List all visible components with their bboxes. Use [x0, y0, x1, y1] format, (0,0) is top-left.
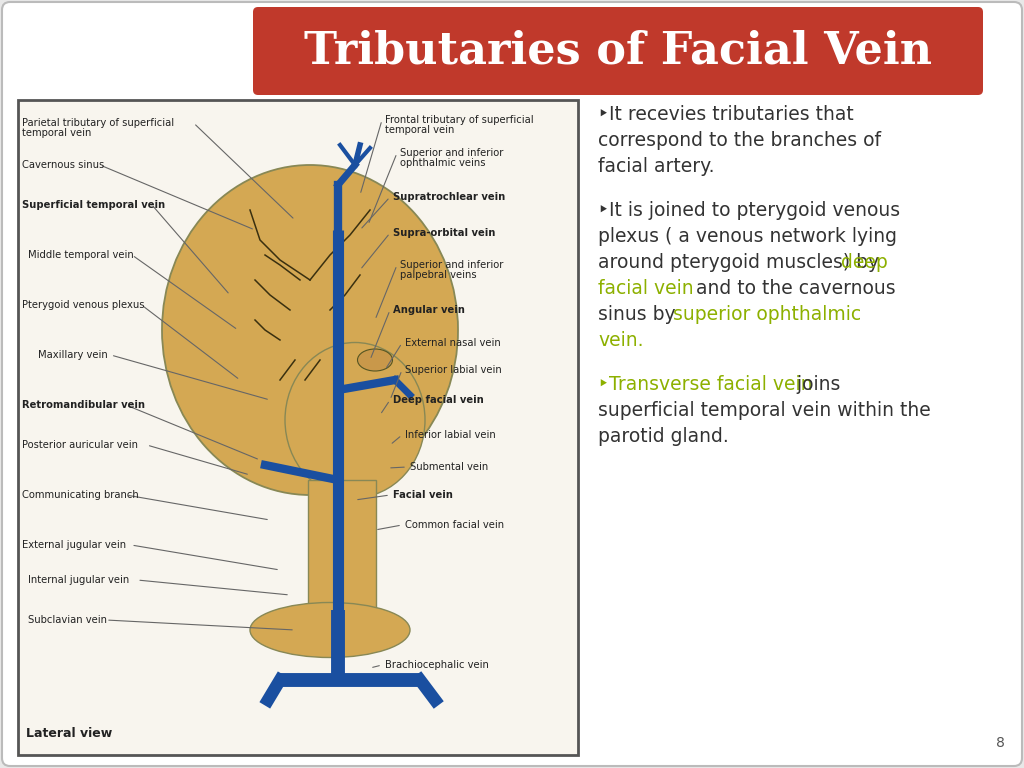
Text: Submental vein: Submental vein: [410, 462, 488, 472]
Text: Cavernous sinus: Cavernous sinus: [22, 160, 104, 170]
Text: Pterygoid venous plexus: Pterygoid venous plexus: [22, 300, 144, 310]
Text: joins: joins: [791, 375, 840, 394]
Text: Deep facial vein: Deep facial vein: [393, 395, 483, 405]
Text: Inferior labial vein: Inferior labial vein: [406, 430, 496, 440]
Text: Maxillary vein: Maxillary vein: [38, 350, 108, 360]
Text: ‣It recevies tributaries that: ‣It recevies tributaries that: [598, 105, 854, 124]
Text: Facial vein: Facial vein: [393, 490, 453, 500]
Text: Middle temporal vein: Middle temporal vein: [28, 250, 134, 260]
Text: External jugular vein: External jugular vein: [22, 540, 126, 550]
Text: ‣Transverse facial vein: ‣Transverse facial vein: [598, 375, 812, 394]
Text: Supratrochlear vein: Supratrochlear vein: [393, 192, 505, 202]
Text: palpebral veins: palpebral veins: [400, 270, 476, 280]
Text: facial vein: facial vein: [598, 279, 693, 298]
Text: Subclavian vein: Subclavian vein: [28, 615, 106, 625]
Text: Communicating branch: Communicating branch: [22, 490, 138, 500]
Text: Common facial vein: Common facial vein: [406, 520, 504, 530]
Text: sinus by: sinus by: [598, 305, 682, 324]
Text: superficial temporal vein within the: superficial temporal vein within the: [598, 401, 931, 420]
Text: and to the cavernous: and to the cavernous: [690, 279, 896, 298]
Text: Superior and inferior: Superior and inferior: [400, 148, 504, 158]
Text: Lateral view: Lateral view: [26, 727, 113, 740]
Text: ‣It is joined to pterygoid venous: ‣It is joined to pterygoid venous: [598, 201, 900, 220]
Text: temporal vein: temporal vein: [22, 128, 91, 138]
FancyBboxPatch shape: [308, 480, 376, 610]
Text: Tributaries of Facial Vein: Tributaries of Facial Vein: [304, 29, 932, 72]
FancyBboxPatch shape: [253, 7, 983, 95]
Ellipse shape: [250, 603, 410, 657]
Text: Brachiocephalic vein: Brachiocephalic vein: [385, 660, 488, 670]
Text: parotid gland.: parotid gland.: [598, 427, 729, 446]
FancyBboxPatch shape: [18, 100, 578, 755]
Text: Angular vein: Angular vein: [393, 305, 465, 315]
Text: 8: 8: [996, 736, 1005, 750]
Ellipse shape: [162, 165, 458, 495]
Text: Superior labial vein: Superior labial vein: [406, 365, 502, 375]
Ellipse shape: [285, 343, 425, 498]
Text: correspond to the branches of: correspond to the branches of: [598, 131, 881, 150]
Text: Internal jugular vein: Internal jugular vein: [28, 575, 129, 585]
Text: plexus ( a venous network lying: plexus ( a venous network lying: [598, 227, 897, 246]
Text: ophthalmic veins: ophthalmic veins: [400, 158, 485, 168]
Text: External nasal vein: External nasal vein: [406, 338, 501, 348]
Text: Frontal tributary of superficial: Frontal tributary of superficial: [385, 115, 534, 125]
Text: superior ophthalmic: superior ophthalmic: [674, 305, 861, 324]
Ellipse shape: [357, 349, 392, 371]
Text: Superior and inferior: Superior and inferior: [400, 260, 504, 270]
Text: deep: deep: [841, 253, 888, 272]
Text: facial artery.: facial artery.: [598, 157, 715, 176]
Text: temporal vein: temporal vein: [385, 125, 455, 135]
Text: Superficial temporal vein: Superficial temporal vein: [22, 200, 165, 210]
Text: Retromandibular vein: Retromandibular vein: [22, 400, 145, 410]
Text: around pterygoid muscles) by: around pterygoid muscles) by: [598, 253, 885, 272]
Text: vein.: vein.: [598, 331, 643, 350]
Text: Posterior auricular vein: Posterior auricular vein: [22, 440, 138, 450]
Text: Supra-orbital vein: Supra-orbital vein: [393, 228, 496, 238]
Text: Parietal tributary of superficial: Parietal tributary of superficial: [22, 118, 174, 128]
